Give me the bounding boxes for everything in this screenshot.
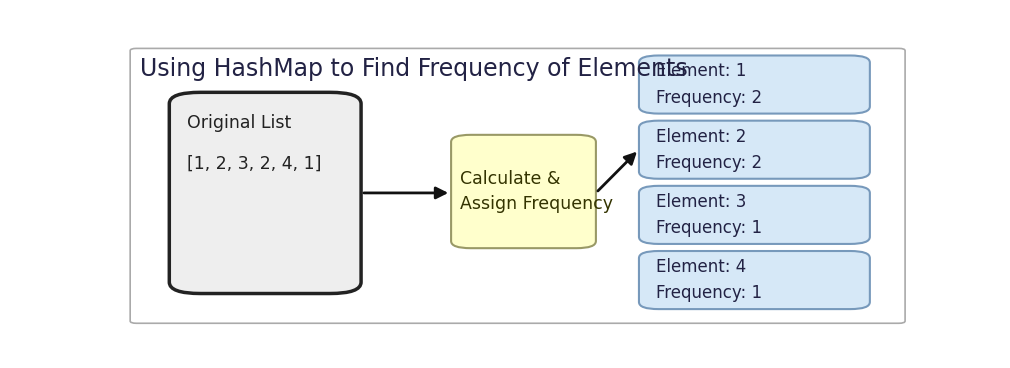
Text: Using HashMap to Find Frequency of Elements: Using HashMap to Find Frequency of Eleme… xyxy=(140,57,688,81)
FancyBboxPatch shape xyxy=(451,135,596,248)
Text: Original List: Original List xyxy=(187,114,291,132)
Text: Element: 1
Frequency: 2: Element: 1 Frequency: 2 xyxy=(656,62,763,107)
FancyBboxPatch shape xyxy=(130,49,905,323)
FancyBboxPatch shape xyxy=(639,121,870,179)
Text: Element: 3
Frequency: 1: Element: 3 Frequency: 1 xyxy=(656,193,763,237)
Text: Element: 2
Frequency: 2: Element: 2 Frequency: 2 xyxy=(656,127,763,172)
FancyBboxPatch shape xyxy=(639,56,870,114)
Text: Calculate &
Assign Frequency: Calculate & Assign Frequency xyxy=(461,170,613,213)
FancyBboxPatch shape xyxy=(639,186,870,244)
FancyBboxPatch shape xyxy=(170,92,362,294)
Text: Element: 4
Frequency: 1: Element: 4 Frequency: 1 xyxy=(656,258,763,302)
Text: [1, 2, 3, 2, 4, 1]: [1, 2, 3, 2, 4, 1] xyxy=(187,155,321,173)
FancyBboxPatch shape xyxy=(639,251,870,309)
